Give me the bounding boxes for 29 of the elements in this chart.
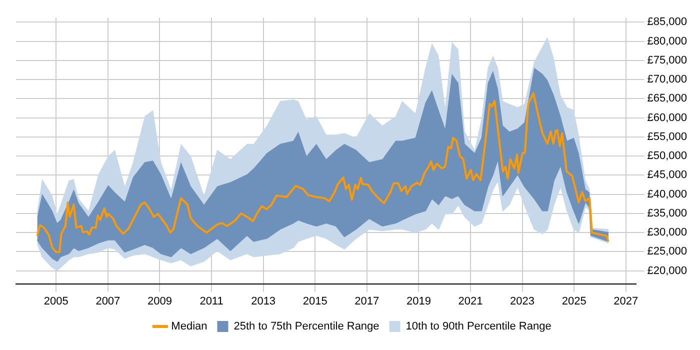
x-tick-label: 2009 (147, 295, 172, 308)
legend-label: 25th to 75th Percentile Range (234, 320, 380, 333)
y-tick-label: £55,000 (647, 130, 688, 143)
x-tick-label: 2007 (96, 295, 120, 308)
y-tick-label: £60,000 (647, 112, 688, 124)
y-tick-label: £75,000 (647, 54, 688, 66)
y-tick-label: £25,000 (647, 246, 688, 258)
y-tick-label: £30,000 (647, 226, 688, 239)
x-tick-label: 2027 (614, 295, 638, 308)
y-tick-label: £65,000 (647, 92, 688, 105)
y-tick-label: £35,000 (647, 207, 688, 220)
x-tick-label: 2017 (354, 295, 380, 308)
y-tick-label: £70,000 (647, 74, 688, 86)
y-tick-label: £50,000 (647, 150, 688, 162)
legend-label: 10th to 90th Percentile Range (406, 320, 552, 333)
x-tick-label: 2013 (251, 295, 276, 308)
legend-label: Median (171, 320, 208, 333)
x-tick-label: 2021 (458, 295, 483, 308)
x-tick-label: 2015 (302, 295, 328, 308)
y-tick-label: £85,000 (647, 16, 688, 28)
x-tick-label: 2023 (510, 295, 535, 308)
x-tick-label: 2011 (200, 295, 224, 308)
x-tick-label: 2025 (562, 295, 586, 308)
y-tick-label: £45,000 (647, 169, 688, 182)
x-tick-label: 2005 (44, 295, 68, 308)
y-tick-label: £40,000 (647, 188, 688, 200)
y-tick-label: £20,000 (647, 264, 688, 277)
x-tick-label: 2019 (406, 295, 431, 308)
y-tick-label: £80,000 (647, 35, 688, 48)
